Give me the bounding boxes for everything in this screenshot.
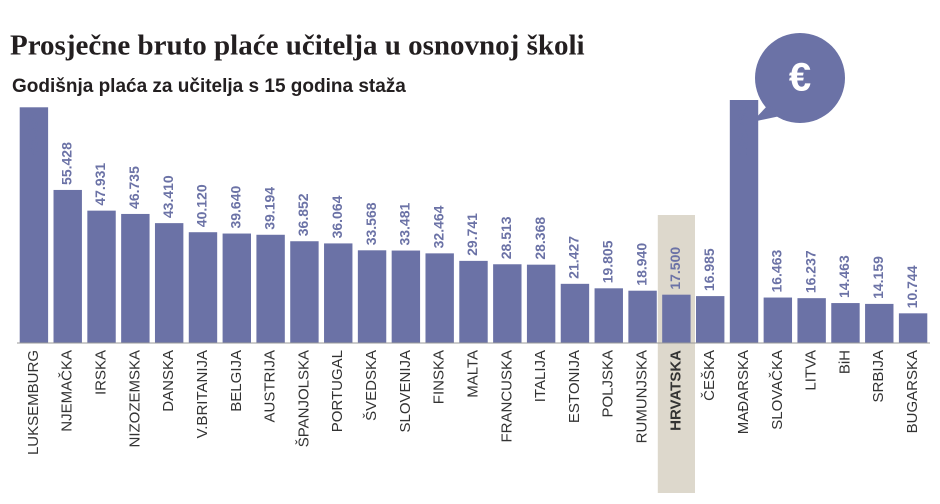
bar (357, 250, 387, 343)
value-label: 43.410 (160, 175, 176, 218)
x-tick-label: ŠPANJOLSKA (295, 350, 312, 447)
bar (154, 223, 184, 343)
euro-icon: € (752, 33, 845, 123)
value-label: 21.427 (566, 236, 582, 279)
x-tick-label: DANSKA (160, 350, 177, 412)
value-label: 14.159 (870, 256, 886, 299)
bar (121, 213, 150, 343)
value-label: 19.805 (599, 240, 615, 283)
bar (188, 232, 218, 343)
value-label: 18.940 (633, 243, 649, 286)
icon-tail (752, 105, 785, 122)
value-label: 16.463 (769, 250, 785, 293)
value-label: 32.464 (430, 205, 446, 248)
x-tick-label: NIZOZEMSKA (126, 350, 143, 448)
value-label: 17.500 (667, 247, 683, 290)
x-tick-label: IRSKA (93, 350, 110, 395)
value-label: 85.359 (25, 112, 41, 155)
value-label: 196.780 (735, 105, 751, 156)
value-label: 46.735 (126, 166, 142, 209)
x-tick-label: MALTA (464, 350, 481, 398)
value-label: 28.513 (498, 216, 514, 259)
x-tick-label: NJEMAČKA (59, 350, 76, 432)
bar (628, 290, 657, 343)
chart-title: Prosječne bruto plaće učitelja u osnovno… (10, 30, 585, 62)
bar (324, 243, 353, 343)
bar (222, 233, 251, 343)
chart-subtitle: Godišnja plaća za učitelja s 15 godina s… (12, 76, 406, 97)
bar (662, 294, 691, 343)
value-label: 36.852 (295, 193, 311, 236)
bar (763, 297, 793, 343)
bar (729, 100, 759, 343)
x-tick-label: SRBIJA (870, 350, 887, 403)
icon-symbol: € (789, 56, 811, 100)
x-tick-label: FINSKA (431, 350, 448, 404)
x-tick-label: BUGARSKA (904, 350, 921, 433)
x-tick-label: ŠVEDSKA (363, 350, 380, 421)
bar (87, 210, 116, 343)
bar (425, 253, 454, 343)
x-tick-label: LITVA (803, 350, 820, 391)
x-tick-label: RUMUNJSKA (634, 350, 651, 443)
x-tick-label: HRVATSKA (667, 350, 684, 431)
x-tick-label: ESTONIJA (566, 350, 583, 423)
x-tick-label: ČEŠKA (701, 350, 718, 401)
value-label: 16.985 (701, 248, 717, 291)
value-label: 39.194 (261, 187, 277, 230)
value-label: 10.744 (904, 265, 920, 308)
value-label: 16.237 (802, 250, 818, 293)
value-label: 36.064 (329, 195, 345, 238)
bar (797, 298, 826, 343)
x-tick-label: BiH (836, 350, 853, 374)
x-tick-label: LUKSEMBURG (25, 350, 42, 455)
bar (560, 283, 590, 343)
x-tick-label: V.BRITANIJA (194, 350, 211, 438)
value-label: 33.568 (363, 202, 379, 245)
bar (53, 189, 82, 343)
x-tick-label: SLOVENIJA (397, 350, 414, 433)
x-tick-label: ITALIJA (532, 350, 549, 402)
x-tick-label: SLOVAČKA (769, 350, 786, 430)
bar (831, 303, 860, 343)
bar (594, 288, 623, 343)
value-label: 55.428 (58, 142, 74, 185)
bar (865, 303, 894, 343)
x-tick-label: FRANCUSKA (498, 350, 515, 443)
bar (256, 234, 285, 343)
bar (493, 264, 522, 343)
x-tick-label: AUSTRIJA (262, 350, 279, 423)
x-tick-label: BELGIJA (228, 350, 245, 412)
value-label: 40.120 (194, 184, 210, 227)
bar (19, 107, 49, 343)
bar (898, 313, 928, 343)
icon-circle (755, 33, 845, 123)
value-label: 14.463 (836, 255, 852, 298)
bar (459, 260, 488, 343)
x-tick-label: MAĐARSKA (735, 350, 752, 434)
bars (19, 100, 928, 343)
bar (696, 296, 725, 343)
x-tick-label: PORTUGAL (329, 350, 346, 432)
bar (526, 264, 556, 343)
x-tick-label: POLJSKA (600, 350, 617, 418)
value-label: 39.640 (227, 186, 243, 229)
value-label: 33.481 (397, 203, 413, 246)
bar (290, 241, 319, 343)
bar (391, 250, 421, 343)
highlight-band (657, 215, 695, 493)
value-label: 28.368 (532, 217, 548, 260)
value-label: 29.741 (464, 213, 480, 256)
value-label: 47.931 (92, 163, 108, 206)
